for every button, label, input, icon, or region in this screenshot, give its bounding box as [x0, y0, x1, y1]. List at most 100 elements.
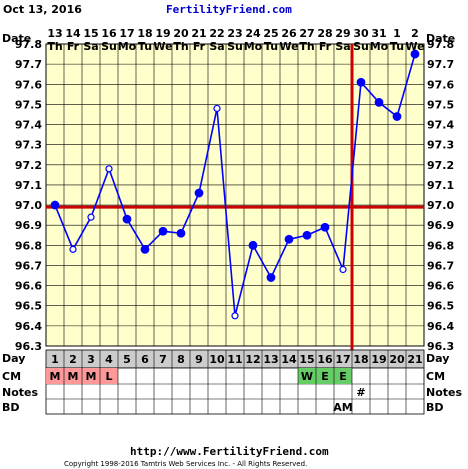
y-tick-label: 96.7 — [15, 259, 42, 272]
cycle-day-label: 18 — [353, 353, 368, 366]
y-tick-label-right: 97.3 — [427, 139, 454, 152]
cycle-day-label: 13 — [263, 353, 278, 366]
temperature-point — [248, 240, 258, 250]
y-tick-label: 97.8 — [15, 38, 42, 51]
temperature-point — [356, 77, 366, 87]
x-date-label: 27 — [299, 27, 314, 40]
temperature-point — [302, 230, 312, 240]
y-tick-label-right: 97.2 — [427, 159, 454, 172]
cm-cell — [298, 368, 316, 384]
cycle-day-label: 4 — [105, 353, 113, 366]
temperature-series — [50, 49, 420, 320]
x-weekday-label: Fr — [67, 40, 80, 53]
temperature-point-open — [339, 265, 347, 274]
temperature-point — [176, 228, 186, 238]
cycle-day-label: 15 — [299, 353, 314, 366]
temperature-point — [122, 214, 132, 224]
temperature-point — [140, 244, 150, 254]
temperature-point — [194, 188, 204, 198]
y-tick-label-right: 97.7 — [427, 58, 454, 71]
cm-value: M — [86, 370, 97, 383]
temperature-point-open — [69, 245, 77, 253]
x-date-label: 20 — [173, 27, 189, 40]
chart-date-title: Oct 13, 2016 — [3, 3, 82, 16]
x-date-label: 2 — [411, 27, 419, 40]
temperature-point — [374, 97, 384, 107]
y-tick-label-right: 97.0 — [427, 199, 454, 212]
x-date-label: 13 — [47, 27, 62, 40]
x-date-label: 24 — [245, 27, 261, 40]
y-axis-right: 97.8 97.7 97.6 97.5 97.4 97.3 97.2 97.1 97.0 96.9… — [427, 38, 454, 353]
y-tick-label-right: 96.5 — [427, 300, 454, 313]
x-date-label: 28 — [317, 27, 332, 40]
cm-cell — [100, 368, 118, 384]
temperature-point-open — [105, 165, 113, 173]
x-weekday-label: We — [153, 40, 172, 53]
y-tick-label: 97.3 — [15, 139, 42, 152]
cycle-day-label: 16 — [317, 353, 333, 366]
y-tick-label-right: 96.4 — [427, 320, 454, 333]
y-tick-label: 96.9 — [15, 219, 42, 232]
x-date-label: 17 — [119, 27, 134, 40]
y-tick-label-right: 97.8 — [427, 38, 454, 51]
bd-row-label: BD — [2, 401, 20, 414]
y-tick-label: 96.3 — [15, 340, 42, 353]
y-tick-label: 97.6 — [15, 78, 42, 91]
cm-value: E — [339, 370, 347, 383]
cm-cell — [82, 368, 100, 384]
y-axis-left: 97.8 97.7 97.6 97.5 97.4 97.3 97.2 97.1 97.0 96.9… — [15, 38, 42, 353]
x-date-label: 14 — [65, 27, 81, 40]
cm-value: L — [105, 370, 112, 383]
temperature-point-open — [87, 213, 95, 221]
x-date-label: 1 — [393, 27, 401, 40]
cycle-day-label: 7 — [159, 353, 167, 366]
y-tick-label: 96.6 — [15, 280, 42, 293]
cm-value: W — [301, 370, 313, 383]
x-weekday-label: Sa — [209, 40, 224, 53]
cycle-day-label: 19 — [371, 353, 386, 366]
cm-row-label: CM — [2, 370, 21, 383]
footer-url[interactable]: http://www.FertilityFriend.com — [130, 445, 329, 458]
x-weekday-label: Tu — [138, 40, 152, 53]
x-date-label: 15 — [83, 27, 98, 40]
brand-title: FertilityFriend.com — [166, 3, 292, 16]
temperature-point — [266, 273, 276, 282]
bd-row-label-right: BD — [426, 401, 444, 414]
cycle-day-label: 12 — [245, 353, 260, 366]
x-date-label: 21 — [191, 27, 206, 40]
temperature-point — [392, 112, 402, 121]
cycle-day-label: 10 — [209, 353, 225, 366]
cycle-day-label: 3 — [87, 353, 95, 366]
cycle-day-label: 8 — [177, 353, 185, 366]
x-weekday-label: Tu — [264, 40, 278, 53]
cycle-day-label: 5 — [123, 353, 131, 366]
x-weekday-label: Mo — [118, 40, 137, 53]
x-date-label: 30 — [353, 27, 369, 40]
cm-value: M — [68, 370, 79, 383]
x-date-label: 29 — [335, 27, 350, 40]
x-weekday-label: Su — [353, 40, 369, 53]
date-row-label: Date — [2, 32, 31, 45]
bd-value: AM — [333, 401, 352, 414]
y-tick-label: 96.4 — [15, 320, 42, 333]
x-weekday-label: Th — [299, 40, 314, 53]
x-weekday-label: Su — [101, 40, 117, 53]
y-tick-label: 96.5 — [15, 300, 42, 313]
cycle-day-label: 20 — [389, 353, 405, 366]
y-tick-label: 97.2 — [15, 159, 42, 172]
temperature-point — [50, 200, 60, 210]
y-tick-label-right: 96.6 — [427, 280, 454, 293]
x-weekday-label: Th — [173, 40, 188, 53]
temperature-point-open — [213, 104, 221, 113]
cycle-day-label: 21 — [407, 353, 422, 366]
y-tick-label: 97.4 — [15, 119, 42, 132]
y-tick-label-right: 97.4 — [427, 119, 454, 132]
x-date-label: 31 — [371, 27, 386, 40]
date-row-label-right: Date — [426, 32, 455, 45]
y-tick-label: 97.7 — [15, 58, 42, 71]
day-row-label: Day — [2, 352, 25, 365]
cm-cell — [64, 368, 82, 384]
y-tick-label-right: 96.8 — [427, 239, 454, 252]
cm-cell — [46, 368, 64, 384]
